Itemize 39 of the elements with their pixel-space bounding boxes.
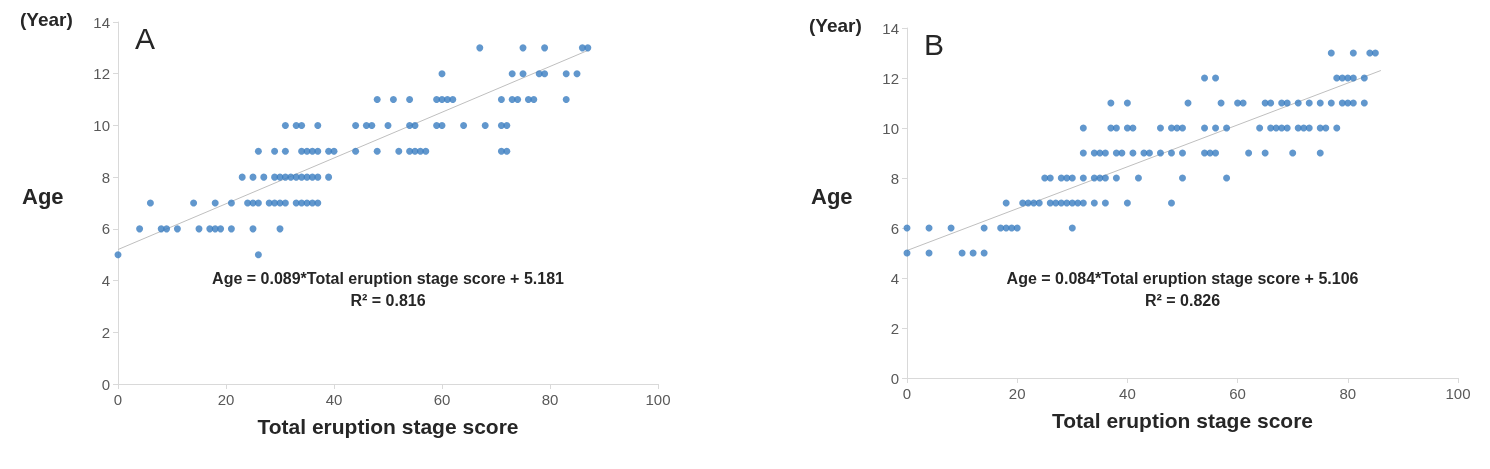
annotation: Age = 0.084*Total eruption stage score + 5.106: [1006, 269, 1359, 287]
y-tick-label: 12: [882, 69, 899, 87]
x-tick-label: 60: [1229, 385, 1246, 402]
x-axis-title: Total eruption stage score: [1052, 409, 1313, 432]
chart-title: B: [924, 27, 945, 61]
x-tick-label: 100: [645, 391, 671, 408]
x-tick-label: 0: [113, 391, 123, 408]
y-tick-label: 14: [93, 13, 110, 31]
x-tick-label: 60: [433, 391, 451, 408]
x-tick-label: 100: [1445, 385, 1471, 402]
y-tick-label: 0: [890, 369, 899, 387]
annotation: R² = 0.826: [1144, 291, 1221, 309]
y-tick-label: 2: [101, 323, 110, 341]
text: (Year): [809, 15, 862, 36]
annotation: Age = 0.089*Total eruption stage score + 5.181: [212, 269, 565, 287]
y-tick-label: 10: [882, 119, 899, 137]
y-tick-label: 10: [93, 116, 110, 134]
y-tick-label: 4: [890, 269, 899, 287]
y-tick-label: 8: [101, 168, 110, 186]
annotation: R² = 0.816: [350, 291, 426, 309]
y-tick-label: 8: [890, 169, 899, 187]
x-tick-label: 20: [1008, 385, 1026, 402]
x-tick-label: 80: [541, 391, 559, 408]
x-axis-title: Total eruption stage score: [257, 415, 519, 438]
y-tick-label: 14: [882, 19, 899, 37]
x-tick-label: 20: [217, 391, 235, 408]
y-tick-label: 2: [890, 319, 899, 337]
y-tick-label: 6: [890, 219, 899, 237]
x-tick-label: 0: [902, 385, 912, 402]
text: (Year): [20, 9, 73, 30]
y-axis-title: Age: [22, 183, 64, 209]
y-axis-title: Age: [811, 183, 853, 209]
x-tick-label: 40: [325, 391, 343, 408]
y-tick-label: 12: [93, 65, 110, 83]
chart-title: A: [135, 21, 156, 55]
y-tick-label: 4: [101, 272, 110, 290]
y-tick-label: 6: [101, 220, 110, 238]
x-tick-label: 80: [1339, 385, 1357, 402]
x-tick-label: 40: [1119, 385, 1136, 402]
